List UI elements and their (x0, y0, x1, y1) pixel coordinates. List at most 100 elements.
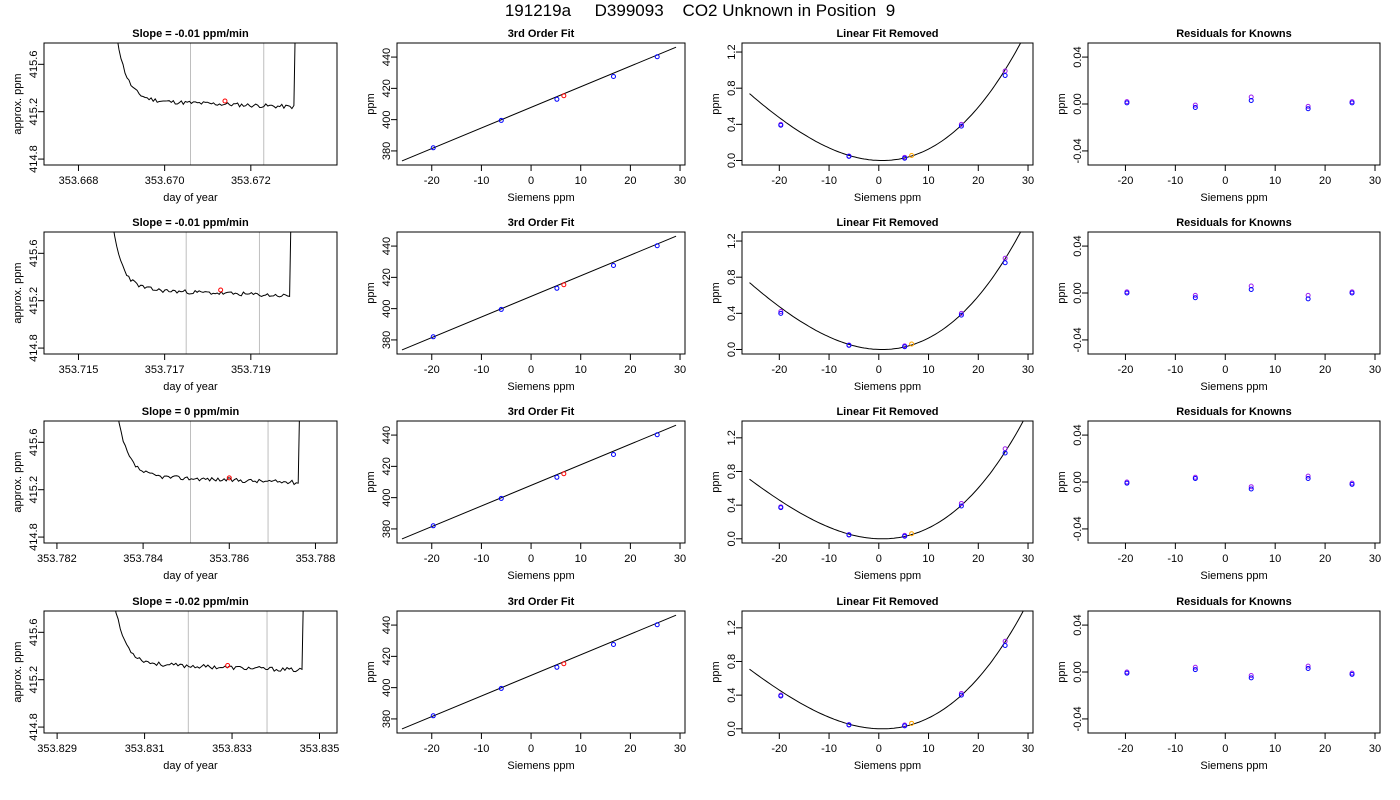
ppm-trace-line (113, 232, 292, 298)
unknown-point (561, 661, 567, 667)
y-tick-label: 380 (381, 520, 393, 538)
x-tick-label: 10 (922, 175, 934, 187)
panel-title: Linear Fit Removed (836, 217, 938, 229)
known-point (902, 533, 908, 539)
y-tick-label: 1.2 (726, 44, 738, 59)
x-tick-label: -10 (1167, 743, 1183, 755)
x-axis-label: Siemens ppm (507, 570, 574, 582)
unknown-marker (225, 662, 231, 668)
x-tick-label: 0 (876, 175, 882, 187)
known-point (430, 145, 436, 151)
y-tick-label: 0.04 (1072, 235, 1084, 256)
known-point (958, 692, 964, 698)
x-tick-label: 10 (1269, 553, 1281, 565)
known-point-alt (1002, 68, 1008, 74)
plot-area (117, 43, 296, 165)
x-tick-label: -10 (821, 553, 837, 565)
y-tick-label: 380 (381, 710, 393, 728)
residual-point (1349, 671, 1355, 677)
x-tick-label: 30 (674, 553, 686, 565)
y-tick-label: -0.04 (1072, 327, 1084, 352)
x-tick-label: 0 (528, 175, 534, 187)
plot-area (401, 235, 677, 351)
unknown-point (909, 153, 915, 159)
x-tick-label: 353.788 (296, 553, 336, 565)
y-tick-label: 0.8 (726, 654, 738, 669)
x-axis-label: day of year (163, 570, 218, 582)
known-point (498, 306, 504, 312)
y-tick-label: 380 (381, 331, 393, 349)
y-tick-label: 415.2 (28, 98, 40, 126)
y-axis-label: ppm (365, 661, 377, 682)
residual-point-alt (1248, 673, 1254, 679)
x-tick-label: 0 (876, 743, 882, 755)
x-tick-label: 30 (1369, 175, 1381, 187)
x-axis-label: Siemens ppm (1200, 381, 1267, 393)
known-point (610, 262, 616, 268)
y-tick-label: 0.8 (726, 464, 738, 479)
x-axis-label: Siemens ppm (854, 381, 921, 393)
y-tick-label: 1.2 (726, 430, 738, 445)
ppm-trace-line (118, 421, 300, 486)
plot-frame (1087, 420, 1381, 544)
y-axis-label: ppm (1056, 93, 1068, 114)
panel-fit-2: 3rd Order Fit -20 -10 0 10 20 30 380 400 420 440 Si… (365, 217, 686, 393)
plot-area (749, 611, 1024, 730)
residual-curve (749, 232, 1022, 350)
known-point (498, 117, 504, 123)
residual-point-alt (1192, 102, 1198, 108)
plot-frame (741, 420, 1034, 544)
residual-point (1124, 670, 1130, 676)
panel-title: Slope = -0.01 ppm/min (132, 217, 249, 229)
panel-linear-removed-3: Linear Fit Removed -20 -10 0 10 20 30 0.0 0.4 0.8… (710, 406, 1034, 582)
x-tick-label: 353.668 (59, 175, 99, 187)
plot-frame (741, 610, 1034, 734)
residual-point-alt (1192, 664, 1198, 670)
y-tick-label: 400 (381, 110, 393, 128)
y-tick-label: 0.00 (1072, 661, 1084, 682)
unknown-point (909, 720, 915, 726)
x-tick-label: 353.719 (231, 364, 271, 376)
x-tick-label: 0 (528, 743, 534, 755)
x-tick-label: -20 (1117, 553, 1133, 565)
known-point (554, 664, 560, 670)
panel-title: Residuals for Knowns (1176, 28, 1292, 40)
plot-frame (1087, 231, 1381, 355)
x-axis-label: Siemens ppm (1200, 760, 1267, 772)
plot-frame (396, 42, 686, 166)
y-tick-label: 0.0 (726, 342, 738, 357)
x-tick-label: 353.831 (125, 743, 165, 755)
panel-residuals-1: Residuals for Knowns -20 -10 0 10 20 30 -0.04 0.… (1056, 28, 1381, 204)
x-tick-label: 10 (1269, 175, 1281, 187)
x-axis-label: Siemens ppm (507, 381, 574, 393)
x-tick-label: 20 (972, 553, 984, 565)
known-point (610, 73, 616, 79)
plot-area (118, 421, 300, 543)
x-tick-label: 10 (575, 364, 587, 376)
y-axis-label: approx. ppm (12, 641, 24, 702)
y-tick-label: 414.8 (28, 713, 40, 741)
x-tick-label: -20 (771, 553, 787, 565)
y-tick-label: 400 (381, 678, 393, 696)
residual-point (1349, 100, 1355, 106)
fit-curve (401, 614, 677, 730)
x-tick-label: 0 (1222, 743, 1228, 755)
panel-fit-3: 3rd Order Fit -20 -10 0 10 20 30 380 400 420 440 Si… (365, 406, 686, 582)
x-axis-label: Siemens ppm (1200, 570, 1267, 582)
residual-point-alt (1248, 484, 1254, 490)
known-point (654, 432, 660, 438)
y-axis-label: ppm (365, 93, 377, 114)
panel-title: Residuals for Knowns (1176, 406, 1292, 418)
fit-curve (401, 46, 677, 162)
x-tick-label: 30 (674, 364, 686, 376)
x-tick-label: 353.672 (231, 175, 271, 187)
y-tick-label: 415.6 (28, 619, 40, 647)
y-tick-label: 440 (381, 237, 393, 255)
x-tick-label: 10 (1269, 364, 1281, 376)
residual-point (1192, 295, 1198, 301)
plot-area (1124, 283, 1355, 302)
plot-area (401, 614, 677, 730)
x-tick-label: -10 (473, 364, 489, 376)
y-tick-label: -0.04 (1072, 516, 1084, 541)
plot-frame (396, 420, 686, 544)
